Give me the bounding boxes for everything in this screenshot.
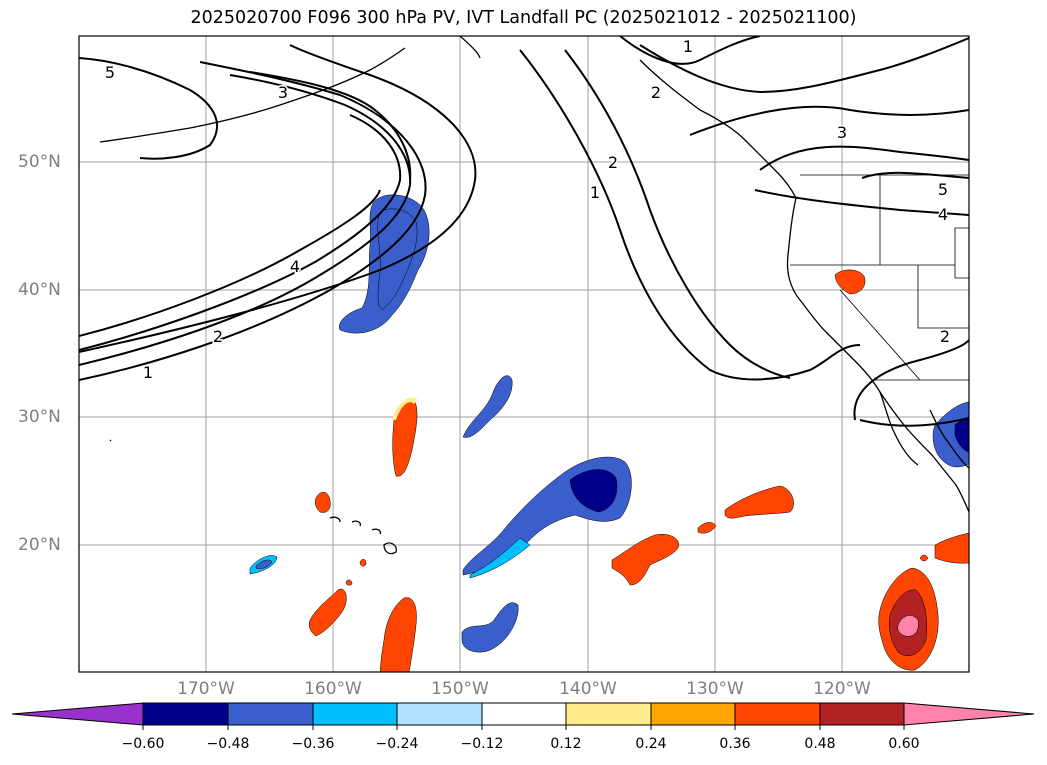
lat-label-50n: 50°N xyxy=(18,152,61,172)
contour-4-east xyxy=(754,189,969,216)
contour-label: 4 xyxy=(290,257,300,276)
contour-label: 2 xyxy=(940,327,950,346)
contour-jet-1 xyxy=(79,61,427,381)
orange-blob-small-east xyxy=(697,522,717,534)
orange-blob-small xyxy=(314,492,331,513)
contour-5-north xyxy=(79,57,219,160)
contour-jet-3 xyxy=(79,114,402,351)
colorbar-tick-label: 0.36 xyxy=(719,736,751,752)
colorbar-tick-label: −0.24 xyxy=(375,736,419,752)
contour-2-east xyxy=(853,339,969,421)
colorbar-bin xyxy=(481,702,567,726)
lat-label-40n: 40°N xyxy=(18,280,61,300)
map-title: 2025020700 F096 300 hPa PV, IVT Landfall… xyxy=(190,8,857,28)
orange-blob-south-hawaii xyxy=(379,597,417,672)
coastlines xyxy=(99,36,969,555)
contour-label: 3 xyxy=(837,123,847,142)
orange-blob-center-east xyxy=(611,534,679,586)
colorbar-tick-label: 0.48 xyxy=(804,736,836,752)
orange-blob-mexico-east xyxy=(934,532,969,564)
lon-label-150w: 150°W xyxy=(431,679,489,699)
lon-label-140w: 140°W xyxy=(559,679,617,699)
baja xyxy=(879,391,919,466)
colorbar-tick-label: 0.12 xyxy=(550,736,582,752)
map-border xyxy=(78,35,970,673)
hawaii xyxy=(329,516,397,555)
blue-blob-baja xyxy=(932,401,969,468)
colorbar-bin xyxy=(312,702,398,726)
colorbar-extend-low xyxy=(11,702,144,726)
political-borders xyxy=(790,174,969,381)
contour-label: 1 xyxy=(590,183,600,202)
contour-jet-4 xyxy=(79,189,381,337)
orange-blob-california xyxy=(834,269,866,295)
contour-label: 2 xyxy=(651,83,661,102)
colorbar-tick-label: −0.48 xyxy=(206,736,250,752)
colorbar xyxy=(11,702,1035,730)
pv-contours xyxy=(79,36,969,427)
contour-trough-2 xyxy=(564,49,791,379)
lat-label-20n: 20°N xyxy=(18,535,61,555)
contour-3-east xyxy=(689,105,969,136)
blue-blob-central xyxy=(462,375,513,438)
colorbar-bin xyxy=(227,702,314,726)
contour-wave-1 xyxy=(79,44,477,353)
contour-label: 2 xyxy=(608,153,618,172)
colorbar-tick-label: 0.60 xyxy=(888,736,920,752)
negative-ivt-anomalies xyxy=(249,194,969,653)
contour-label: 3 xyxy=(278,83,288,102)
colorbar-extend-high xyxy=(903,702,1035,726)
lat-label-30n: 30°N xyxy=(18,407,61,427)
contour-canada-2 xyxy=(639,37,969,94)
contour-label: 2 xyxy=(213,327,223,346)
contour-label: 5 xyxy=(938,180,948,199)
colorbar-tick-label: −0.12 xyxy=(460,736,504,752)
gulf-coast xyxy=(929,409,969,469)
map-area xyxy=(79,36,969,672)
contour-1-east xyxy=(859,417,969,427)
lon-label-170w: 170°W xyxy=(177,679,235,699)
contour-3 xyxy=(249,71,412,181)
colorbar-bin xyxy=(396,702,483,726)
lon-label-130w: 130°W xyxy=(686,679,744,699)
bc-coast xyxy=(639,59,797,199)
blue-blob-south xyxy=(461,602,519,653)
orange-blob-west xyxy=(309,588,347,637)
contour-label: 5 xyxy=(105,63,115,82)
orange-blob-east xyxy=(724,485,794,519)
colorbar-bin xyxy=(565,702,652,726)
colorbar-bin xyxy=(819,702,905,726)
contour-labels: 5 3 4 2 1 1 2 2 1 3 5 4 2 xyxy=(103,36,951,384)
contour-label: 1 xyxy=(143,363,153,382)
contour-5-east xyxy=(759,145,969,179)
contour-jet-2 xyxy=(79,74,412,366)
colorbar-tick-label: 0.24 xyxy=(635,736,667,752)
positive-ivt-anomalies xyxy=(309,269,969,672)
alaska-aleutians xyxy=(99,47,406,143)
gridlines xyxy=(79,36,969,672)
colorbar-tick-label: −0.36 xyxy=(291,736,335,752)
contour-label: 4 xyxy=(938,205,948,224)
lon-label-160w: 160°W xyxy=(304,679,362,699)
contour-canada-1 xyxy=(619,36,761,65)
colorbar-bin xyxy=(734,702,821,726)
contour-trough-1 xyxy=(519,49,861,381)
contour-label: 1 xyxy=(683,37,693,56)
colorbar-bin xyxy=(142,702,229,726)
colorbar-bin xyxy=(650,702,736,726)
colorbar-tick-label: −0.60 xyxy=(121,736,165,752)
lon-label-120w: 120°W xyxy=(813,679,871,699)
us-west-coast xyxy=(786,197,969,513)
